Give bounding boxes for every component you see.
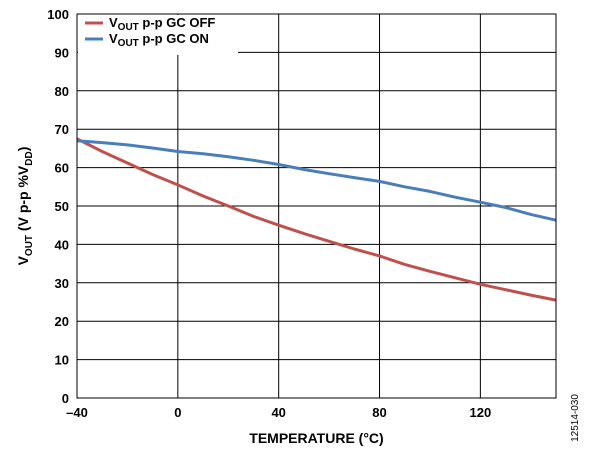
x-tick-label: 120 <box>470 405 492 420</box>
y-tick-label: 20 <box>55 314 69 329</box>
legend-label: VOUT p-p GC OFF <box>109 15 215 33</box>
y-tick-label: 60 <box>55 161 69 176</box>
y-tick-label: 100 <box>47 7 69 22</box>
y-axis-title-rest: (V p-p %V <box>15 165 31 235</box>
y-axis-title-sub2: DD <box>24 151 35 165</box>
legend-label: VOUT p-p GC ON <box>109 31 209 49</box>
series-lines <box>76 137 557 302</box>
y-tick-labels: 0 10 20 30 40 50 60 70 80 90 100 <box>47 7 69 406</box>
y-tick-label: 30 <box>55 276 69 291</box>
y-axis-title: VOUT (V p-p %VDD) <box>15 147 35 266</box>
x-tick-labels: –40 0 40 80 120 <box>66 405 491 420</box>
x-tick-label: 80 <box>372 405 386 420</box>
figure-id: 12514-030 <box>570 394 581 442</box>
y-axis-title-main: V <box>15 255 31 265</box>
y-tick-label: 50 <box>55 199 69 214</box>
grid <box>77 14 556 398</box>
x-tick-label: –40 <box>66 405 88 420</box>
y-tick-label: 10 <box>55 353 69 368</box>
y-tick-label: 90 <box>55 45 69 60</box>
y-tick-label: 40 <box>55 237 69 252</box>
y-axis-title-end: ) <box>15 147 31 152</box>
x-tick-label: 0 <box>174 405 181 420</box>
y-tick-label: 0 <box>62 391 69 406</box>
y-axis-title-sub1: OUT <box>24 235 35 256</box>
y-tick-label: 80 <box>55 84 69 99</box>
series-line-gc-on <box>76 139 557 222</box>
y-tick-label: 70 <box>55 122 69 137</box>
series-line-gc-off <box>76 137 557 302</box>
plot-frame <box>76 13 557 399</box>
legend-background <box>78 15 238 55</box>
x-tick-label: 40 <box>271 405 285 420</box>
x-axis-title: TEMPERATURE (°C) <box>249 430 383 446</box>
